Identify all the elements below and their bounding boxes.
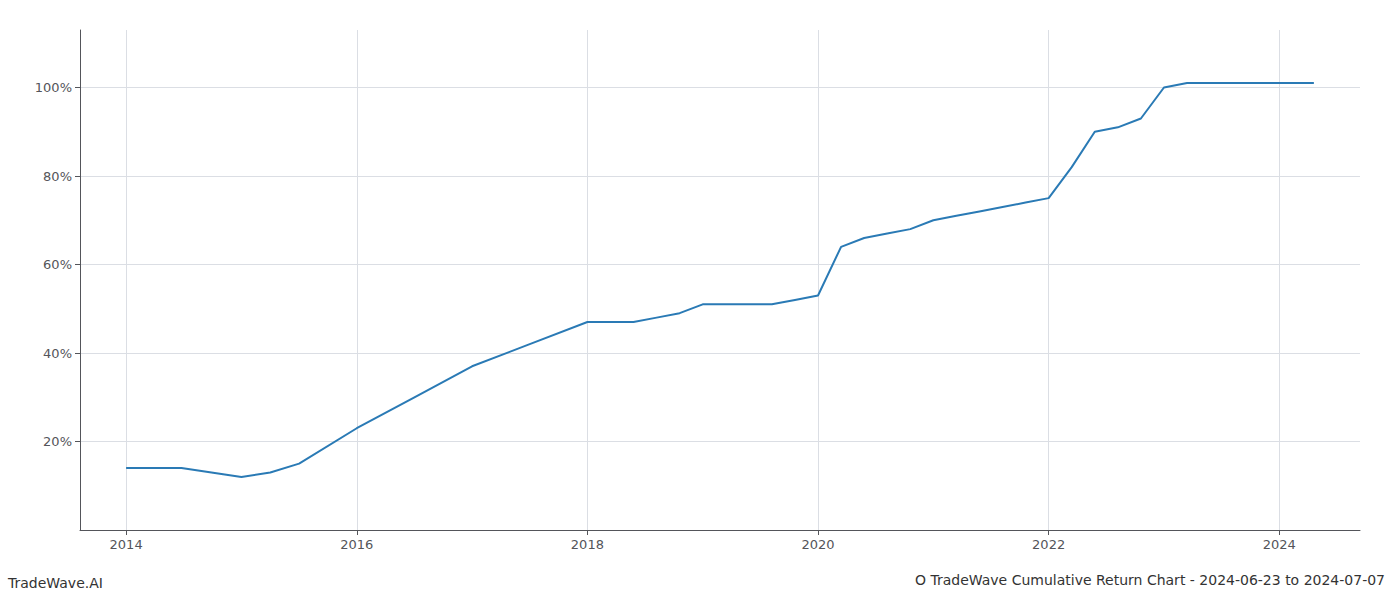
- svg-text:40%: 40%: [43, 346, 72, 361]
- svg-text:20%: 20%: [43, 434, 72, 449]
- svg-text:O TradeWave Cumulative Return: O TradeWave Cumulative Return Chart - 20…: [915, 572, 1385, 588]
- svg-text:TradeWave.AI: TradeWave.AI: [7, 575, 103, 591]
- svg-text:60%: 60%: [43, 257, 72, 272]
- svg-text:2014: 2014: [110, 537, 143, 552]
- svg-text:80%: 80%: [43, 169, 72, 184]
- svg-text:100%: 100%: [35, 80, 72, 95]
- svg-text:2018: 2018: [571, 537, 604, 552]
- svg-text:2024: 2024: [1263, 537, 1296, 552]
- svg-text:2016: 2016: [340, 537, 373, 552]
- svg-text:2022: 2022: [1032, 537, 1065, 552]
- svg-text:2020: 2020: [801, 537, 834, 552]
